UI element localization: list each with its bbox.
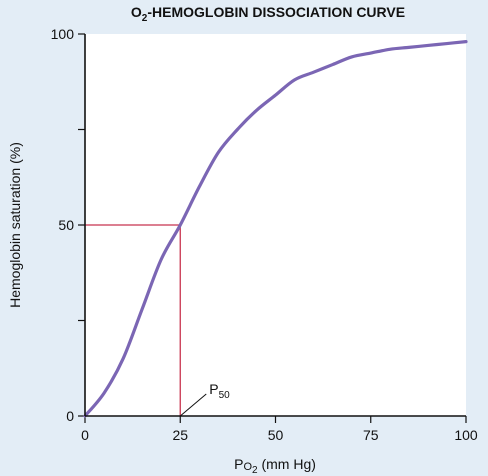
x-tick-label: 50 (268, 427, 284, 443)
x-axis-ticks: 0 25 50 75 100 (81, 416, 478, 443)
x-tick-label: 25 (172, 427, 188, 443)
p50-annotation: P50 (209, 381, 230, 401)
chart-title-subscript: 2 (142, 13, 148, 24)
dissociation-curve (83, 40, 468, 418)
p50-annotation-subscript: 50 (219, 390, 231, 401)
p50-annotation-leader (179, 393, 207, 417)
x-tick-label: 75 (363, 427, 379, 443)
x-tick-label: 0 (81, 427, 89, 443)
y-axis-ticks: 0 50 100 (51, 26, 85, 424)
x-axis-label: PO2 (mm Hg) (234, 456, 316, 476)
y-axis-label: Hemoglobin saturation (%) (7, 142, 23, 308)
y-tick-label: 100 (51, 26, 75, 42)
y-tick-label: 50 (58, 217, 74, 233)
y-tick-label: 0 (66, 408, 74, 424)
chart-title: O2-HEMOGLOBIN DISSOCIATION CURVE (131, 4, 405, 24)
x-tick-label: 100 (454, 427, 478, 443)
